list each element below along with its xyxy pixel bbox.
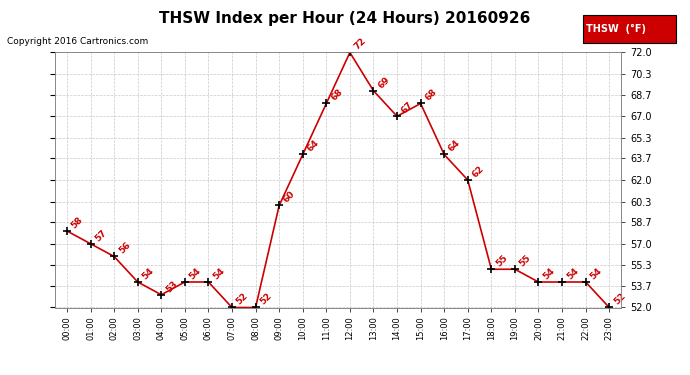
Text: 54: 54 [188, 266, 203, 281]
Text: 55: 55 [518, 253, 533, 268]
Text: 54: 54 [565, 266, 580, 281]
Text: 64: 64 [447, 138, 462, 154]
Text: THSW  (°F): THSW (°F) [586, 24, 647, 34]
Text: Copyright 2016 Cartronics.com: Copyright 2016 Cartronics.com [7, 38, 148, 46]
Text: 58: 58 [70, 215, 85, 230]
Text: 54: 54 [141, 266, 156, 281]
Text: 53: 53 [164, 279, 179, 294]
Text: 67: 67 [400, 100, 415, 116]
Text: 56: 56 [117, 240, 132, 256]
Text: THSW Index per Hour (24 Hours) 20160926: THSW Index per Hour (24 Hours) 20160926 [159, 11, 531, 26]
Text: 68: 68 [329, 87, 344, 103]
Text: 54: 54 [211, 266, 226, 281]
Text: 54: 54 [541, 266, 557, 281]
Text: 52: 52 [258, 291, 273, 307]
Text: 57: 57 [93, 228, 108, 243]
Text: 52: 52 [612, 291, 627, 307]
Text: 55: 55 [494, 253, 509, 268]
Text: 54: 54 [589, 266, 604, 281]
Text: 52: 52 [235, 291, 250, 307]
Text: 69: 69 [376, 75, 391, 90]
Text: 72: 72 [353, 36, 368, 52]
Text: 62: 62 [471, 164, 486, 179]
Text: 64: 64 [306, 138, 321, 154]
Text: 60: 60 [282, 190, 297, 205]
Text: 68: 68 [424, 87, 439, 103]
